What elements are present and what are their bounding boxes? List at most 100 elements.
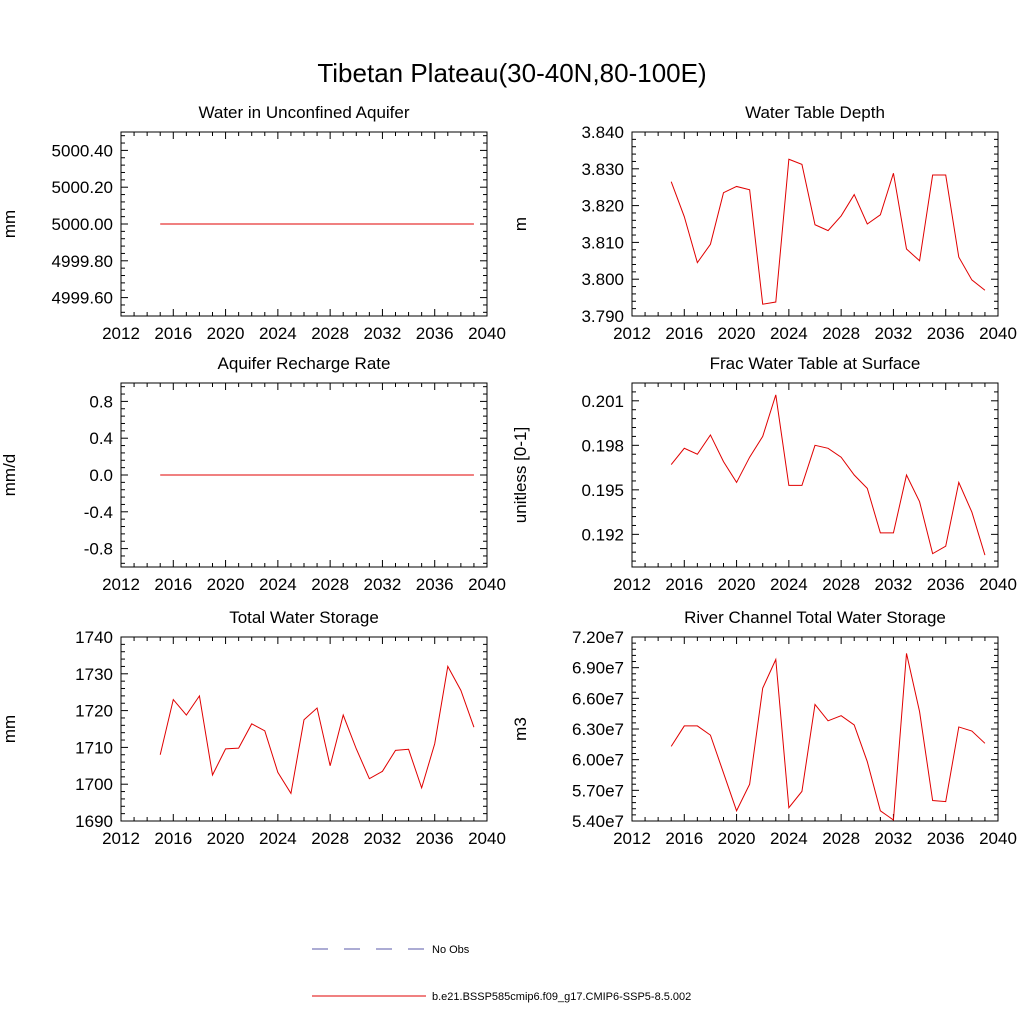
x-tick-label: 2024 — [770, 324, 808, 343]
series-line — [670, 653, 986, 821]
y-tick-label: 5000.20 — [52, 178, 113, 197]
x-tick-label: 2024 — [259, 324, 297, 343]
y-axis-label: m3 — [511, 717, 530, 741]
y-tick-label: 1700 — [75, 775, 113, 794]
legend: No Obs b.e21.BSSP585cmip6.f09_g17.CMIP6-… — [312, 944, 691, 1003]
y-axis-label: mm/d — [0, 454, 19, 497]
y-axis-label: unitless [0-1] — [511, 427, 530, 523]
y-tick-label: 0.4 — [89, 429, 113, 448]
panel-title: Total Water Storage — [229, 608, 379, 627]
x-tick-label: 2012 — [613, 829, 651, 848]
y-tick-label: 5.40e7 — [572, 812, 624, 831]
x-tick-label: 2036 — [416, 829, 454, 848]
y-tick-label: 6.60e7 — [572, 689, 624, 708]
x-tick-label: 2036 — [927, 324, 965, 343]
x-tick-label: 2032 — [364, 324, 402, 343]
y-tick-label: 4999.80 — [52, 252, 113, 271]
panel-title: Aquifer Recharge Rate — [218, 354, 391, 373]
x-tick-label: 2012 — [613, 575, 651, 594]
x-tick-label: 2032 — [364, 829, 402, 848]
panel-title: Water Table Depth — [745, 103, 885, 122]
y-tick-label: 1690 — [75, 812, 113, 831]
chart-panel: Aquifer Recharge Rate mm/d 2012 2016 2020 202… — [0, 354, 506, 594]
x-tick-label: 2040 — [979, 324, 1017, 343]
y-tick-label: 0.0 — [89, 466, 113, 485]
chart-panel: River Channel Total Water Storage m3 2012 2… — [511, 608, 1017, 848]
chart-panel: Frac Water Table at Surface unitless [0-1… — [511, 354, 1017, 594]
x-tick-label: 2028 — [822, 575, 860, 594]
x-tick-label: 2012 — [613, 324, 651, 343]
y-tick-label: 3.800 — [581, 270, 624, 289]
y-tick-label: 1740 — [75, 628, 113, 647]
x-tick-label: 2028 — [311, 829, 349, 848]
x-tick-label: 2020 — [207, 575, 245, 594]
y-axis-label: mm — [0, 715, 19, 743]
x-tick-label: 2032 — [364, 575, 402, 594]
y-tick-label: 0.198 — [581, 436, 624, 455]
y-tick-label: 1720 — [75, 702, 113, 721]
y-tick-label: 0.8 — [89, 392, 113, 411]
x-tick-label: 2016 — [154, 829, 192, 848]
legend-obs-label: No Obs — [432, 944, 470, 956]
y-tick-label: 1710 — [75, 738, 113, 757]
x-tick-label: 2024 — [770, 575, 808, 594]
x-tick-label: 2032 — [875, 575, 913, 594]
x-tick-label: 2016 — [665, 575, 703, 594]
y-tick-label: -0.4 — [84, 503, 113, 522]
x-tick-label: 2020 — [718, 575, 756, 594]
chart-panel: Total Water Storage mm 2012 2016 2020 2024 202… — [0, 608, 506, 848]
x-tick-label: 2032 — [875, 829, 913, 848]
x-tick-label: 2020 — [207, 324, 245, 343]
x-tick-label: 2024 — [259, 575, 297, 594]
plot-frame — [631, 636, 999, 822]
y-tick-label: 3.830 — [581, 160, 624, 179]
y-axis-label: m — [511, 217, 530, 231]
legend-model-label: b.e21.BSSP585cmip6.f09_g17.CMIP6-SSP5-8.… — [432, 991, 691, 1003]
y-tick-label: 5000.40 — [52, 141, 113, 160]
x-tick-label: 2028 — [311, 575, 349, 594]
plot-frame — [120, 636, 488, 822]
x-tick-label: 2040 — [468, 829, 506, 848]
x-tick-label: 2024 — [259, 829, 297, 848]
x-tick-label: 2032 — [875, 324, 913, 343]
y-tick-label: 0.201 — [581, 392, 624, 411]
series-line — [159, 664, 475, 795]
x-tick-label: 2024 — [770, 829, 808, 848]
x-tick-label: 2040 — [979, 829, 1017, 848]
x-tick-label: 2016 — [665, 324, 703, 343]
x-tick-label: 2016 — [154, 324, 192, 343]
x-tick-label: 2028 — [311, 324, 349, 343]
figure-title: Tibetan Plateau(30-40N,80-100E) — [317, 58, 706, 88]
x-tick-label: 2036 — [416, 324, 454, 343]
panels: Water in Unconfined Aquifer mm 2012 2016 202… — [0, 103, 1017, 848]
chart-panel: Water in Unconfined Aquifer mm 2012 2016 202… — [0, 103, 506, 343]
x-tick-label: 2016 — [154, 575, 192, 594]
y-tick-label: 6.30e7 — [572, 720, 624, 739]
y-tick-label: 5.70e7 — [572, 781, 624, 800]
x-tick-label: 2036 — [416, 575, 454, 594]
y-tick-label: 1730 — [75, 665, 113, 684]
series-line — [670, 394, 986, 556]
x-tick-label: 2020 — [718, 324, 756, 343]
y-tick-label: 3.820 — [581, 197, 624, 216]
x-tick-label: 2012 — [102, 829, 140, 848]
x-tick-label: 2012 — [102, 575, 140, 594]
x-tick-label: 2040 — [468, 575, 506, 594]
x-tick-label: 2016 — [665, 829, 703, 848]
x-tick-label: 2012 — [102, 324, 140, 343]
y-tick-label: 3.840 — [581, 123, 624, 142]
x-tick-label: 2036 — [927, 575, 965, 594]
y-tick-label: 3.810 — [581, 233, 624, 252]
chart-panel: Water Table Depth m 2012 2016 2020 2024 2028 20… — [511, 103, 1017, 343]
x-tick-label: 2040 — [468, 324, 506, 343]
x-tick-label: 2020 — [207, 829, 245, 848]
plot-frame — [631, 382, 999, 568]
y-tick-label: 7.20e7 — [572, 628, 624, 647]
panel-title: Frac Water Table at Surface — [710, 354, 921, 373]
y-axis-label: mm — [0, 210, 19, 238]
y-tick-label: 5000.00 — [52, 215, 113, 234]
y-tick-label: 4999.60 — [52, 289, 113, 308]
panel-title: River Channel Total Water Storage — [684, 608, 946, 627]
series-line — [670, 158, 986, 305]
